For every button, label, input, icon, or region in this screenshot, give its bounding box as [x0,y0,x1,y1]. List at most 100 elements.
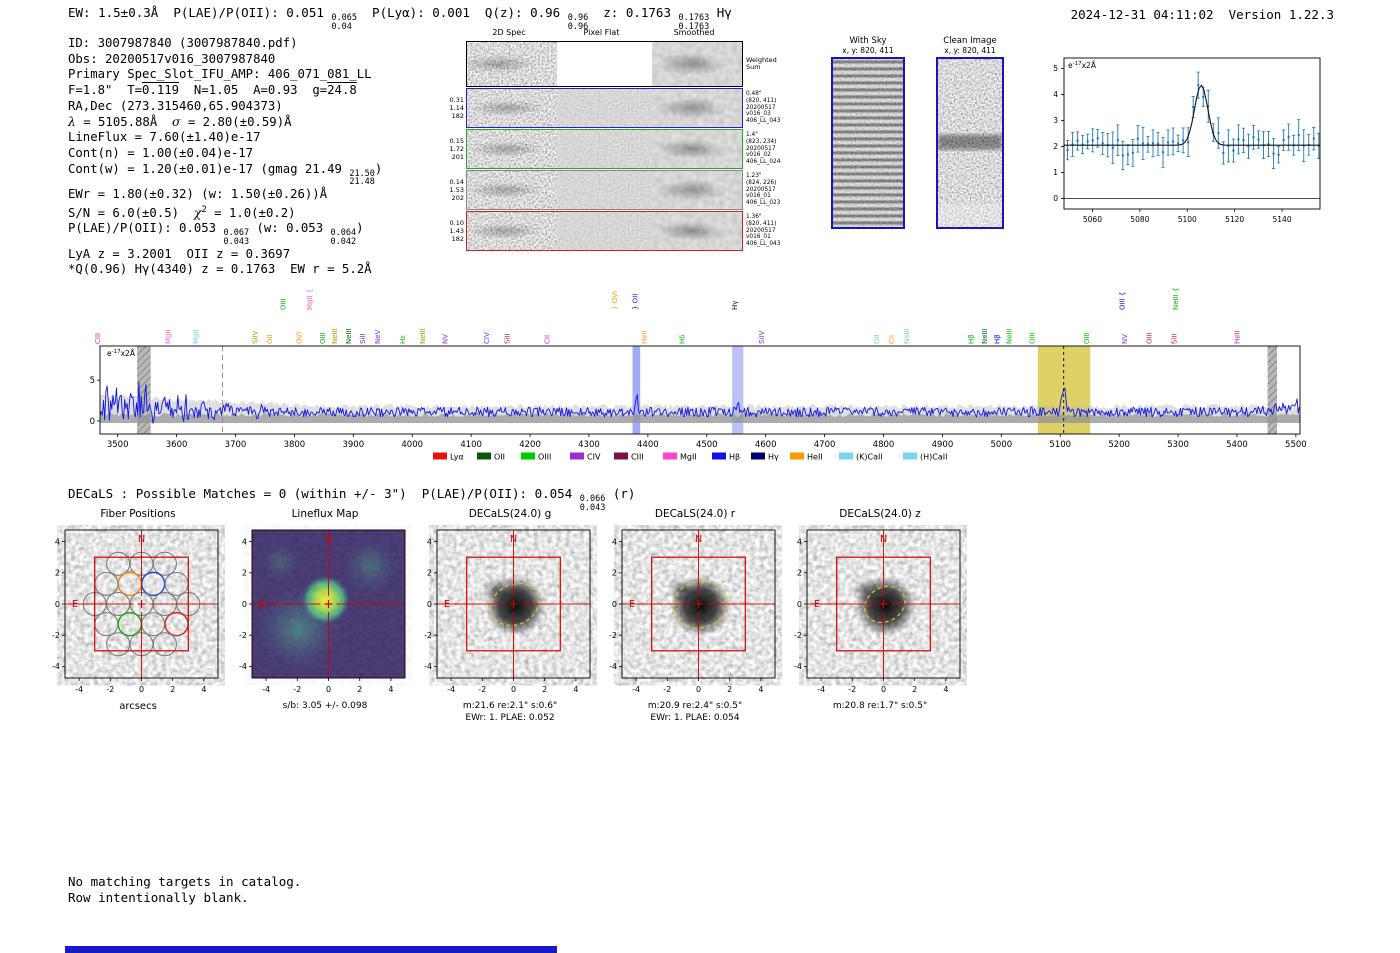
emission-line-zoom-plot: 5060 5080 5100 5120 5140 0 1 2 3 4 5 e-17x2Å [1053,57,1321,224]
svg-text:NeIII: NeIII [981,328,989,344]
svg-text:0: 0 [511,685,516,694]
svg-text:-2: -2 [424,631,432,640]
svg-text:5060: 5060 [1083,215,1102,224]
svg-text:2: 2 [542,685,547,694]
svg-text:E: E [259,599,265,610]
svg-text:OIII: OIII [1083,332,1091,344]
svg-text:5300: 5300 [1167,440,1189,450]
decals-r-panel: DECaLS(24.0) r N E -4 -4 -2 -2 0 0 2 2 4 4 m:20.9 r… [592,508,782,724]
svg-text:5400: 5400 [1226,440,1248,450]
svg-text:4100: 4100 [460,440,482,450]
2dspec-image [467,212,557,250]
svg-text:4: 4 [1053,90,1058,99]
svg-text:NeIII: NeIII [903,328,911,344]
svg-text:OVI: OVI [296,332,304,344]
svg-text:4700: 4700 [814,440,836,450]
svg-text:NV: NV [442,334,450,344]
fiber-positions-image: N E -4 -4 -2 -2 0 0 2 2 4 4 [52,529,219,694]
weighted-sum-label: Weighted Sum [746,56,777,71]
svg-text:-4: -4 [75,685,83,694]
smoothed-image [652,89,742,127]
cutout-column-titles: 2D Spec Pixel Flat Smoothed [440,28,812,40]
svg-text:CII: CII [544,335,552,344]
svg-text:3700: 3700 [225,440,247,450]
svg-text:0: 0 [427,600,432,609]
svg-text:5200: 5200 [1108,440,1130,450]
svg-text:5: 5 [90,376,95,386]
decals-z-image: N E -4 -4 -2 -2 0 0 2 2 4 4 [794,529,961,694]
clean-image-panel: Clean Image x, y: 820, 411 [922,36,1018,231]
svg-text:3800: 3800 [284,440,306,450]
svg-text:CIV: CIV [587,453,601,462]
svg-text:SiII: SiII [503,333,511,344]
svg-text:0: 0 [139,685,144,694]
decals-match-header: DECaLS : Possible Matches = 0 (within +/… [68,486,636,513]
svg-text:NeIII: NeIII [345,328,353,344]
svg-text:Hγ: Hγ [768,453,779,462]
svg-text:-2: -2 [106,685,114,694]
svg-text:MgII: MgII [165,329,173,344]
cutout-row-box [466,88,743,128]
svg-text:SiII: SiII [1170,333,1178,344]
svg-text:2: 2 [1053,142,1058,151]
2d-cutouts-block: 2D Spec Pixel Flat Smoothed Weighted Sum… [440,28,812,251]
2dspec-image [467,130,557,168]
svg-text:} OVI: } OVI [611,291,619,310]
panel-caption: s/b: 3.05 +/- 0.098 [282,701,368,711]
svg-text:Hε: Hε [399,335,407,344]
weighted-flat-blank [557,42,652,86]
svg-text:3600: 3600 [166,440,188,450]
svg-text:Hβ: Hβ [729,453,740,462]
decals-r-image: N E -4 -4 -2 -2 0 0 2 2 4 4 [609,529,776,694]
svg-text:NeIII: NeIII [419,328,427,344]
svg-text:OIII {: OIII { [1118,292,1126,310]
svg-text:5100: 5100 [1178,215,1197,224]
svg-text:N: N [510,534,517,545]
svg-text:4: 4 [201,685,206,694]
cutout-row-right-labels: 1.4" (823, 234) 20200517 v016_02 406_LL_… [746,131,781,166]
svg-text:OII: OII [494,453,505,462]
svg-text:OII: OII [873,334,881,344]
pixel-flat-image [557,212,652,250]
smoothed-image [652,130,742,168]
svg-text:4: 4 [943,685,948,694]
cutout-row-left-labels: 0.31 1.14 182 [449,95,464,121]
pixel-flat-image [557,130,652,168]
svg-text:0: 0 [797,600,802,609]
svg-text:5080: 5080 [1130,215,1149,224]
svg-text:0: 0 [326,685,331,694]
svg-text:4: 4 [573,685,578,694]
svg-text:2: 2 [727,685,732,694]
panel-caption: m:20.9 re:2.4" s:0.5" EWr: 1. PLAE: 0.05… [647,701,743,723]
svg-text:2: 2 [427,569,432,578]
svg-text:5140: 5140 [1273,215,1292,224]
clean-image [938,59,1002,227]
cutout-row-left-labels [440,41,466,87]
svg-text:3: 3 [1053,116,1058,125]
weighted-smoothed-image [652,42,742,86]
svg-text:OIII: OIII [280,298,288,310]
svg-text:SiIV: SiIV [251,331,259,344]
svg-text:SiII: SiII [359,333,367,344]
cutout-row-box [466,170,743,210]
panel-title: Fiber Positions [100,508,176,520]
cutout-weighted-row: Weighted Sum [440,41,812,87]
svg-text:3900: 3900 [342,440,364,450]
svg-text:-4: -4 [447,685,455,694]
panel-title: Lineflux Map [291,508,359,520]
timestamp-version: 2024-12-31 04:11:02 Version 1.22.3 [1070,7,1334,22]
svg-text:NV: NV [1121,334,1129,344]
svg-text:NeV: NeV [374,329,382,344]
panel-title: DECaLS(24.0) z [839,508,921,520]
svg-text:-4: -4 [817,685,825,694]
svg-text:OII: OII [266,334,274,344]
svg-text:4: 4 [427,537,432,546]
svg-text:NeIII: NeIII [1005,328,1013,344]
svg-text:Lyα: Lyα [450,453,464,462]
svg-text:e-17x2Å: e-17x2Å [1068,61,1097,70]
svg-text:0: 0 [881,685,886,694]
svg-text:0: 0 [242,600,247,609]
svg-text:E: E [444,599,450,610]
cutout-row-box [466,129,743,169]
cutout-row-right-labels: 1.23" (824, 226) 20200517 v016_01 406_LL… [746,172,781,207]
